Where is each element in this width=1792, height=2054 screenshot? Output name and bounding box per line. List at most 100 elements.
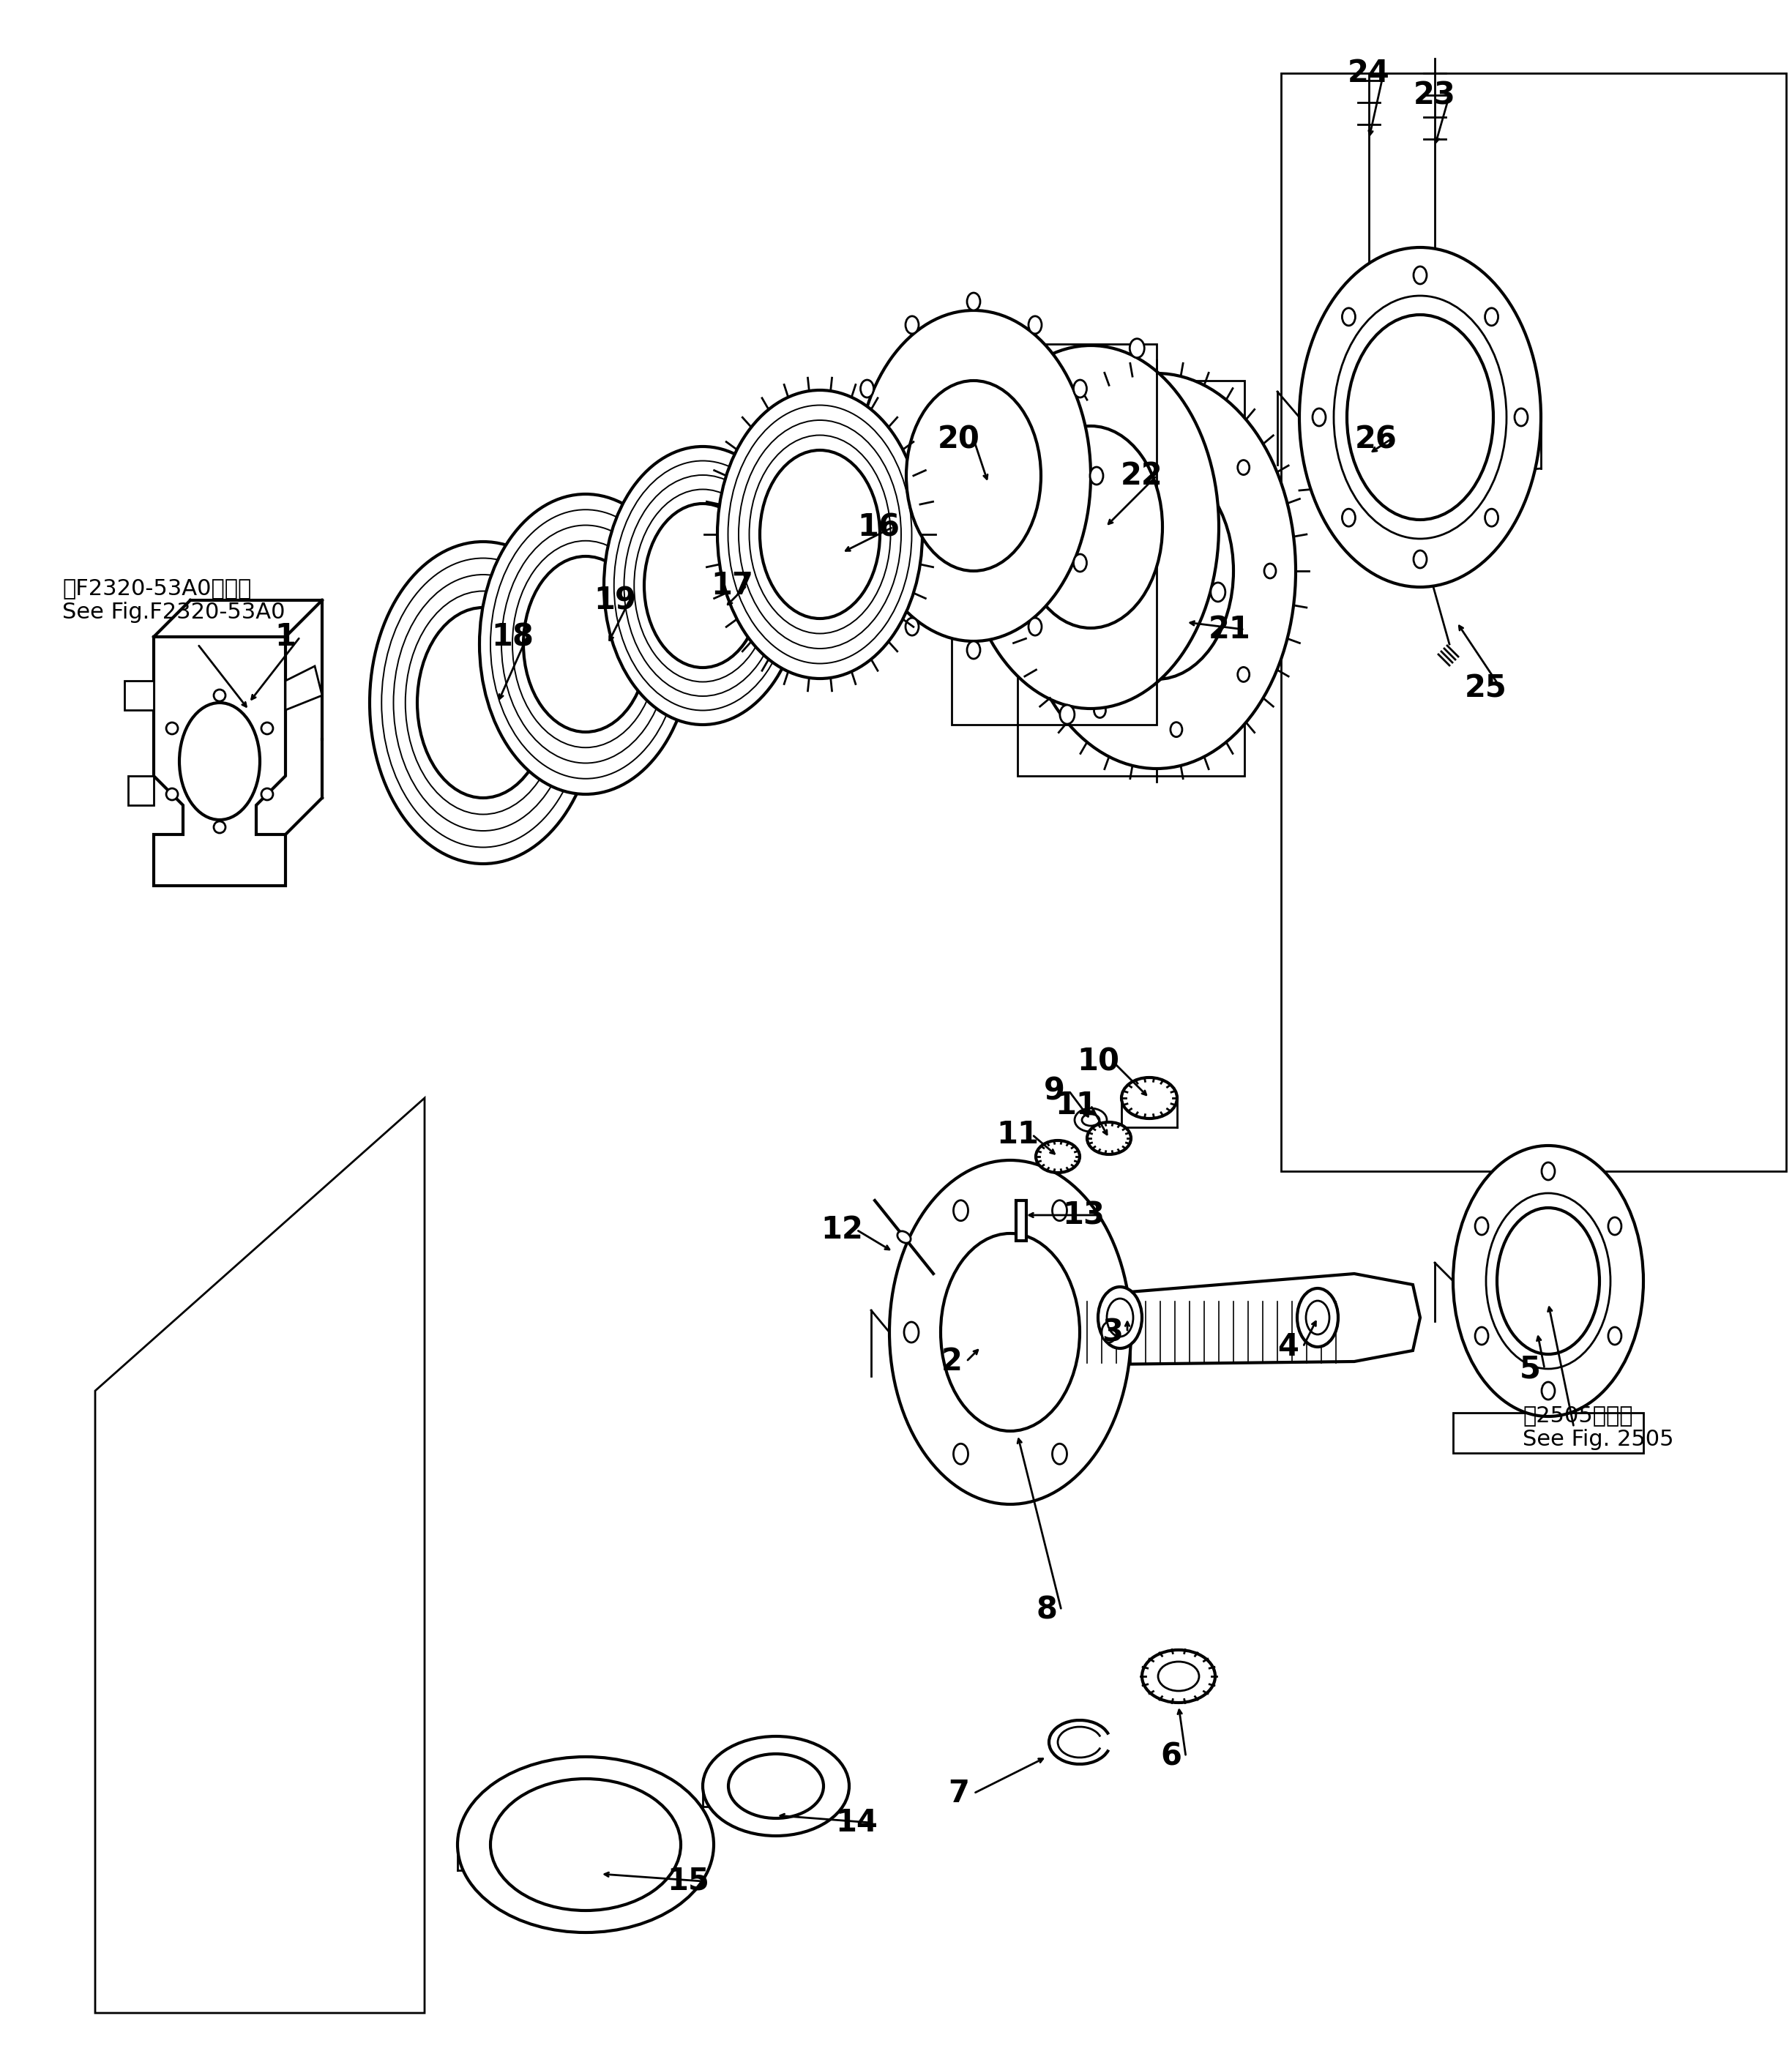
Ellipse shape — [1170, 723, 1183, 737]
Ellipse shape — [968, 294, 980, 310]
Text: 3: 3 — [1102, 1317, 1124, 1347]
Text: 2: 2 — [941, 1345, 962, 1376]
Text: 19: 19 — [593, 585, 636, 616]
Text: 9: 9 — [1043, 1076, 1064, 1105]
Ellipse shape — [1052, 1200, 1066, 1220]
Ellipse shape — [1088, 1121, 1131, 1154]
Ellipse shape — [262, 723, 272, 733]
Ellipse shape — [1020, 425, 1163, 629]
Ellipse shape — [1073, 380, 1086, 398]
Ellipse shape — [1414, 550, 1426, 569]
Text: 24: 24 — [1348, 58, 1391, 88]
Ellipse shape — [898, 1230, 910, 1243]
Ellipse shape — [1093, 425, 1106, 440]
Text: 1: 1 — [274, 622, 296, 653]
Ellipse shape — [1073, 555, 1086, 571]
Ellipse shape — [1541, 1382, 1555, 1399]
Ellipse shape — [418, 608, 548, 797]
Ellipse shape — [1348, 314, 1493, 520]
Ellipse shape — [1081, 462, 1233, 680]
Bar — [1011, 1292, 1039, 1372]
Ellipse shape — [1122, 1078, 1177, 1119]
Bar — [1016, 1200, 1027, 1241]
Polygon shape — [1281, 74, 1787, 1171]
Polygon shape — [124, 680, 154, 711]
Ellipse shape — [905, 618, 919, 635]
Text: 8: 8 — [1036, 1596, 1057, 1627]
Polygon shape — [154, 637, 285, 885]
Ellipse shape — [167, 723, 177, 733]
Text: 15: 15 — [667, 1865, 710, 1896]
Ellipse shape — [860, 555, 874, 571]
Ellipse shape — [1082, 1113, 1100, 1126]
Ellipse shape — [523, 557, 649, 731]
Text: 篇F2320-53A0図参照
See Fig.F2320-53A0: 篇F2320-53A0図参照 See Fig.F2320-53A0 — [63, 577, 285, 622]
Ellipse shape — [968, 641, 980, 659]
Ellipse shape — [167, 789, 177, 801]
Ellipse shape — [1299, 246, 1541, 587]
Ellipse shape — [1158, 1662, 1199, 1690]
Text: 14: 14 — [835, 1808, 878, 1838]
Ellipse shape — [1052, 1444, 1066, 1465]
Ellipse shape — [1607, 1327, 1622, 1345]
Ellipse shape — [717, 390, 923, 678]
Text: 10: 10 — [1077, 1045, 1120, 1076]
Ellipse shape — [480, 495, 692, 795]
Ellipse shape — [1238, 460, 1249, 474]
Ellipse shape — [728, 1754, 824, 1818]
Text: 18: 18 — [491, 622, 534, 653]
Text: 26: 26 — [1355, 423, 1398, 454]
Ellipse shape — [1453, 1146, 1643, 1417]
Ellipse shape — [1514, 409, 1529, 425]
Ellipse shape — [1102, 1323, 1116, 1343]
Ellipse shape — [1263, 563, 1276, 579]
Ellipse shape — [1036, 1140, 1081, 1173]
Text: 17: 17 — [711, 571, 753, 602]
Text: 11: 11 — [996, 1119, 1039, 1150]
Polygon shape — [127, 776, 154, 805]
Ellipse shape — [1098, 1288, 1142, 1347]
Ellipse shape — [1297, 1288, 1339, 1347]
Ellipse shape — [179, 702, 260, 820]
Ellipse shape — [957, 452, 971, 472]
Ellipse shape — [1541, 1163, 1555, 1179]
Ellipse shape — [905, 316, 919, 333]
Text: 25: 25 — [1464, 674, 1507, 702]
Ellipse shape — [903, 1323, 919, 1343]
Ellipse shape — [643, 503, 762, 668]
Text: 4: 4 — [1278, 1331, 1299, 1362]
Ellipse shape — [1475, 1218, 1489, 1234]
Ellipse shape — [1129, 339, 1145, 357]
Ellipse shape — [1090, 466, 1104, 485]
Text: 12: 12 — [821, 1214, 864, 1245]
Ellipse shape — [702, 1736, 849, 1836]
Ellipse shape — [889, 1161, 1131, 1504]
Ellipse shape — [1045, 509, 1055, 524]
Ellipse shape — [953, 1444, 968, 1465]
Text: 21: 21 — [1208, 614, 1251, 645]
Ellipse shape — [1170, 405, 1183, 419]
Ellipse shape — [1045, 618, 1055, 633]
Text: 20: 20 — [937, 423, 980, 454]
Polygon shape — [1039, 1273, 1419, 1366]
Ellipse shape — [1607, 1218, 1622, 1234]
Text: 7: 7 — [948, 1779, 969, 1810]
Ellipse shape — [1414, 267, 1426, 283]
Ellipse shape — [953, 1200, 968, 1220]
Polygon shape — [95, 1099, 425, 2013]
Ellipse shape — [1312, 409, 1326, 425]
Ellipse shape — [1486, 509, 1498, 526]
Ellipse shape — [760, 450, 880, 618]
Text: 篇2505図参照
See Fig. 2505: 篇2505図参照 See Fig. 2505 — [1523, 1405, 1674, 1450]
Ellipse shape — [1342, 509, 1355, 526]
Ellipse shape — [213, 822, 226, 834]
Ellipse shape — [1496, 1208, 1600, 1354]
Ellipse shape — [1093, 702, 1106, 717]
Ellipse shape — [1142, 1649, 1215, 1703]
Ellipse shape — [604, 446, 801, 725]
Ellipse shape — [1475, 1327, 1489, 1345]
Ellipse shape — [1486, 308, 1498, 327]
Text: 23: 23 — [1414, 80, 1455, 111]
Ellipse shape — [1059, 705, 1075, 723]
Ellipse shape — [1018, 374, 1296, 768]
